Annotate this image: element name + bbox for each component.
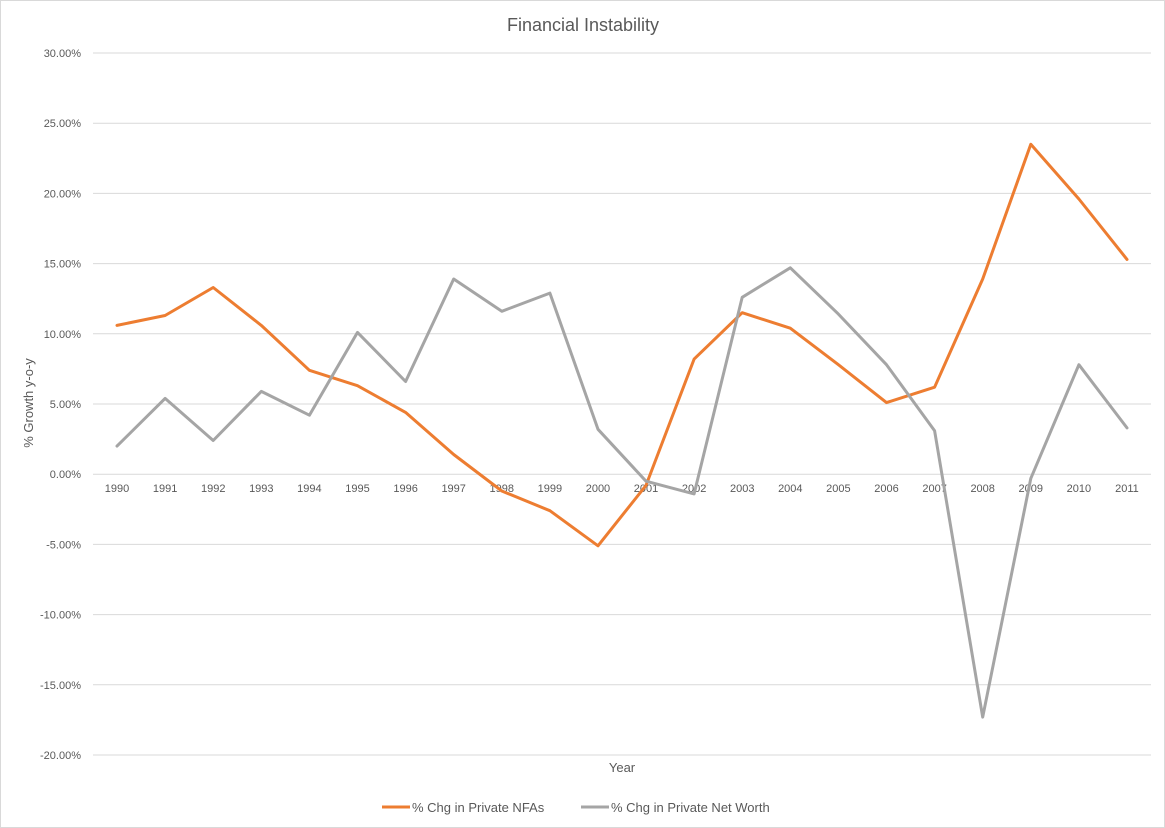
x-axis-title: Year xyxy=(609,760,636,775)
x-tick-label: 2000 xyxy=(586,483,610,495)
x-tick-label: 2004 xyxy=(778,483,802,495)
legend-label: % Chg in Private Net Worth xyxy=(611,800,770,815)
x-tick-label: 1996 xyxy=(393,483,417,495)
series-lines xyxy=(115,142,1129,719)
y-axis-ticks: 30.00% 25.00% 20.00% 15.00% 10.00% 5.00% 0.00%… xyxy=(40,48,81,762)
y-tick-label: 15.00% xyxy=(44,259,82,271)
x-tick-label: 1999 xyxy=(538,483,562,495)
x-tick-label: 2008 xyxy=(970,483,994,495)
x-tick-label: 2006 xyxy=(874,483,898,495)
y-tick-label: -15.00% xyxy=(40,680,81,692)
series-line-0 xyxy=(115,142,1129,548)
y-tick-label: -10.00% xyxy=(40,610,81,622)
x-tick-label: 2003 xyxy=(730,483,754,495)
series-line-1 xyxy=(115,266,1129,719)
x-tick-label: 2007 xyxy=(922,483,946,495)
y-tick-label: 30.00% xyxy=(44,48,82,60)
chart-title: Financial Instability xyxy=(507,15,659,35)
x-tick-label: 1997 xyxy=(441,483,465,495)
x-tick-label: 1990 xyxy=(105,483,129,495)
y-tick-label: 20.00% xyxy=(44,188,82,200)
y-tick-label: 0.00% xyxy=(50,469,81,481)
y-axis-title: % Growth y-o-y xyxy=(21,358,36,448)
x-tick-label: 1994 xyxy=(297,483,321,495)
x-tick-label: 1995 xyxy=(345,483,369,495)
x-tick-label: 2005 xyxy=(826,483,850,495)
y-tick-label: -20.00% xyxy=(40,750,81,762)
y-tick-label: 5.00% xyxy=(50,399,81,411)
x-tick-label: 1991 xyxy=(153,483,177,495)
y-tick-label: -5.00% xyxy=(46,539,81,551)
y-tick-label: 25.00% xyxy=(44,118,82,130)
legend-label: % Chg in Private NFAs xyxy=(412,800,545,815)
gridlines xyxy=(93,52,1151,756)
x-tick-label: 2009 xyxy=(1019,483,1043,495)
x-tick-label: 2010 xyxy=(1067,483,1091,495)
legend: % Chg in Private NFAs % Chg in Private Ne… xyxy=(382,800,770,815)
x-tick-label: 1992 xyxy=(201,483,225,495)
y-tick-label: 10.00% xyxy=(44,329,82,341)
x-tick-label: 2011 xyxy=(1115,483,1139,495)
x-tick-label: 1993 xyxy=(249,483,273,495)
x-axis-ticks: 1990 1991 1992 1993 1994 1995 1996 1997 1998 1999… xyxy=(105,483,1139,495)
